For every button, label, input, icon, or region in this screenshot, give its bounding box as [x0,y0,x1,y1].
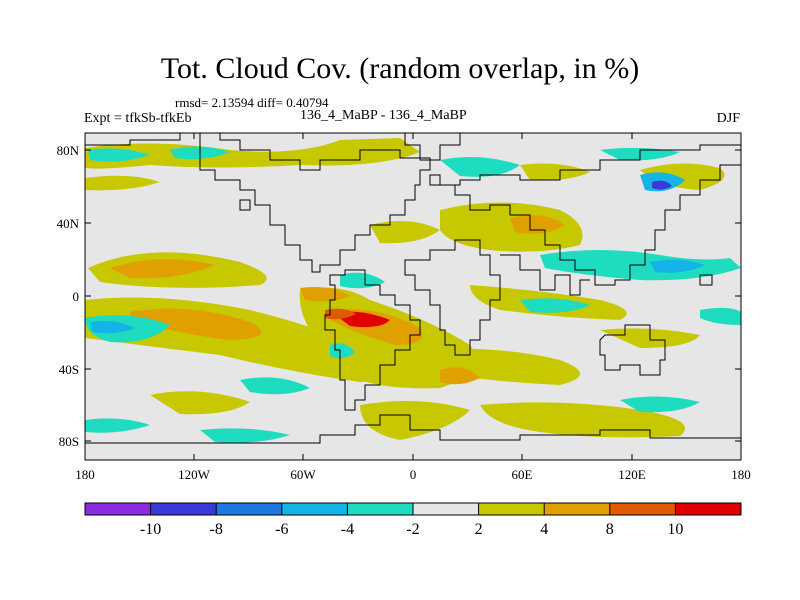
tick-marks [85,133,741,460]
patch [440,202,583,252]
antarctica-outline [85,414,741,444]
colorbar-label: 10 [667,521,683,538]
x-tick-labels: 180 120W 60W 0 60E 120E 180 [75,467,751,482]
colorbar: -10 -8 -6 -4 -2 2 4 8 10 [84,502,742,538]
greenland-outline [404,133,461,161]
north-america-outline [199,133,431,273]
anomaly-fields [85,138,741,443]
colorbar-label: -2 [406,521,419,538]
colorbar-label: 4 [540,521,548,538]
patch [150,391,250,415]
colorbar-dividers [84,502,742,516]
x-tick-label: 120W [178,467,211,482]
australia-outline [599,324,666,376]
period-label: 136_4_MaBP - 136_4_MaBP [300,108,467,123]
arctic-outline [85,133,181,146]
experiment-label: Expt = tfkSb-tfkEb [84,111,192,126]
patch [370,221,440,244]
x-tick-label: 0 [410,467,417,482]
x-tick-label: 120E [618,467,646,482]
colorbar-label: 2 [475,521,483,538]
coastlines [85,133,741,444]
patch [440,156,520,177]
x-tick-label: 60W [290,467,316,482]
patch [340,272,385,289]
colorbar-label: -4 [341,521,354,538]
patch [700,307,741,325]
patch [510,215,565,234]
patch [620,396,700,413]
rmsd-diff-stats: rmsd= 2.13594 diff= 0.40794 [175,95,329,110]
colorbar-box [413,503,479,515]
patch [640,163,725,190]
colorbar-box [478,503,545,515]
colorbar-label: -6 [275,521,288,538]
y-tick-label: 0 [73,289,80,304]
chart-title: Tot. Cloud Cov. (random overlap, in %) [160,52,640,85]
patch [300,287,350,302]
patch [88,148,150,162]
patch [325,308,356,320]
colorbar-box [544,503,610,515]
y-tick-label: 80S [59,434,79,449]
patch [440,367,480,385]
patch [520,298,590,313]
island-outline [239,199,251,211]
orange-patches [110,215,565,385]
colorbar-box [609,503,676,515]
x-tick-label: 180 [731,467,751,482]
patch [330,343,355,359]
patch [360,401,470,440]
patch [650,259,705,273]
patch [520,163,590,181]
patch [90,320,135,334]
season-label: DJF [716,111,740,126]
y-tick-label: 40S [59,362,79,377]
patch [200,428,290,443]
dark-orange-patches [325,308,356,320]
colorbar-box [281,503,348,515]
blue-patches [652,180,672,190]
colorbar-label: -10 [140,521,161,538]
colorbar-box [347,503,413,515]
patch [110,259,215,279]
patch [85,175,160,191]
y-tick-label: 80N [57,143,80,158]
colorbar-box [150,503,217,515]
patch [85,138,420,169]
arabia-india-outline [500,254,590,296]
colorbar-label: 8 [606,521,614,538]
patch [652,180,672,190]
patch [480,402,685,438]
africa-outline [404,239,501,356]
patch [130,308,262,340]
colorbar-box [675,503,741,515]
colorbar-box [216,503,282,515]
x-tick-label: 180 [75,467,95,482]
teal-patches [90,172,705,334]
island-outline [429,174,441,186]
eurasia-outline [440,144,741,286]
x-tick-label: 60E [512,467,533,482]
y-tick-label: 40N [57,216,80,231]
y-tick-labels: 80N 40N 0 40S 80S [57,143,80,449]
island-outline [699,274,713,286]
south-america-outline [324,269,421,411]
patch [240,377,310,395]
patch [85,418,150,433]
colorbar-label: -8 [210,521,223,538]
